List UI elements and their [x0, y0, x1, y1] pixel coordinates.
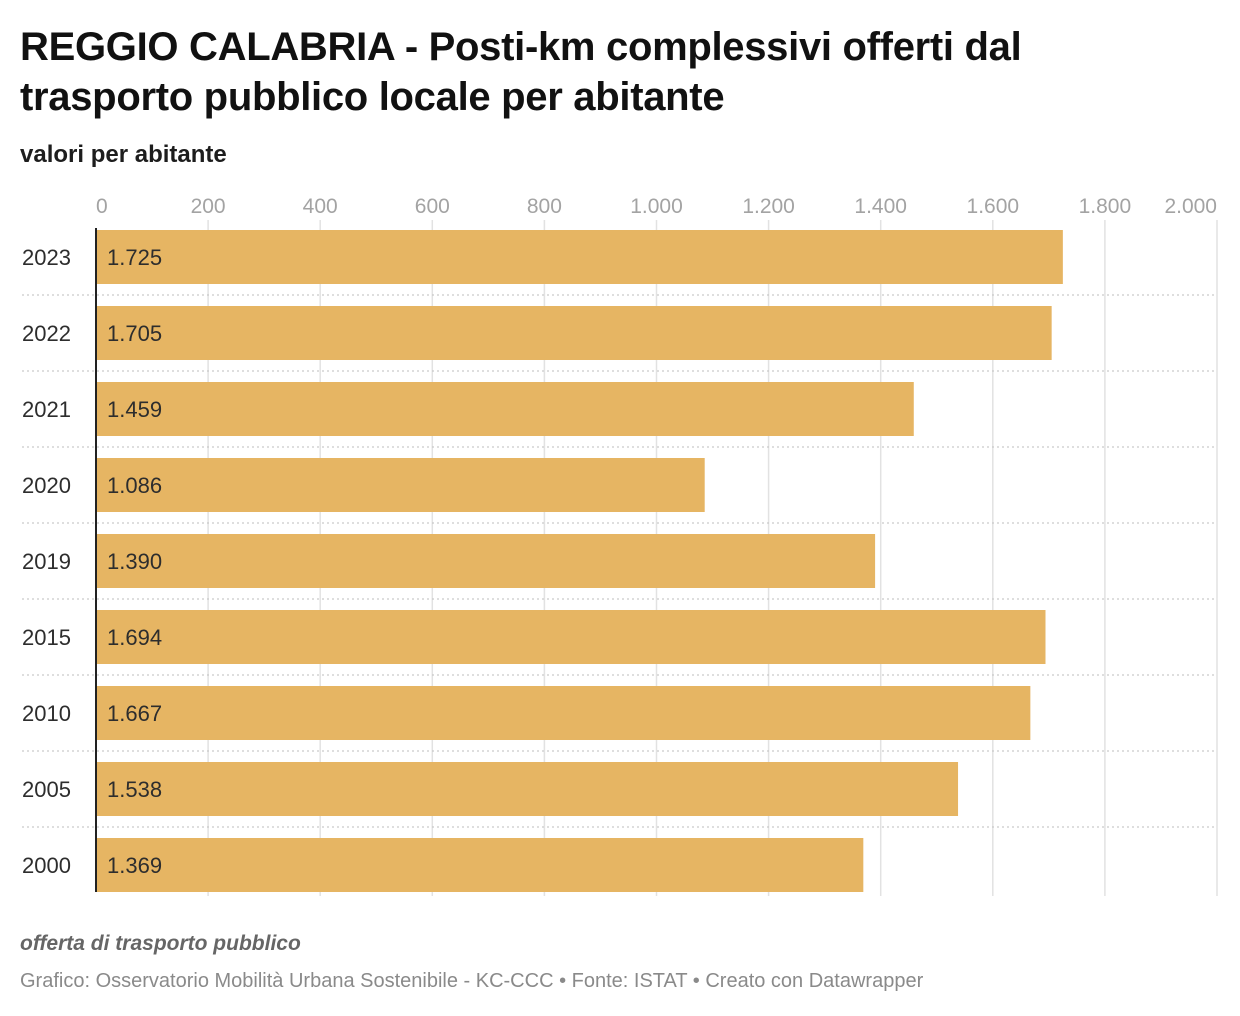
bar — [96, 458, 705, 512]
chart-note: offerta di trasporto pubblico — [20, 932, 301, 955]
category-label: 2019 — [22, 549, 71, 574]
x-tick-label: 1.600 — [967, 195, 1020, 218]
bar-chart: 0 200 400 600 800 1.000 1.200 1.400 1.600 1.800 2.… — [22, 195, 1218, 896]
category-label: 2015 — [22, 625, 71, 650]
category-label: 2010 — [22, 701, 71, 726]
value-label: 1.694 — [107, 625, 162, 650]
value-label: 1.459 — [107, 397, 162, 422]
x-tick-label: 2.000 — [1164, 195, 1217, 218]
value-label: 1.538 — [107, 777, 162, 802]
bar — [96, 838, 864, 892]
x-tick-label: 800 — [527, 195, 562, 218]
x-tick-label: 400 — [303, 195, 338, 218]
x-tick-label: 200 — [191, 195, 226, 218]
bar — [96, 382, 914, 436]
chart-title: REGGIO CALABRIA - Posti-km complessivi o… — [20, 25, 1022, 119]
x-tick-label: 1.400 — [854, 195, 907, 218]
bar — [96, 534, 876, 588]
category-label: 2023 — [22, 245, 71, 270]
bar — [96, 686, 1031, 740]
x-tick-label: 1.200 — [742, 195, 795, 218]
bar — [96, 306, 1052, 360]
value-label: 1.390 — [107, 549, 162, 574]
category-label: 2021 — [22, 397, 71, 422]
value-label: 1.369 — [107, 853, 162, 878]
value-label: 1.086 — [107, 473, 162, 498]
value-label: 1.705 — [107, 321, 162, 346]
category-label: 2020 — [22, 473, 71, 498]
value-label: 1.667 — [107, 701, 162, 726]
x-tick-label: 600 — [415, 195, 450, 218]
value-label: 1.725 — [107, 245, 162, 270]
chart-footer: Grafico: Osservatorio Mobilità Urbana So… — [20, 970, 924, 992]
bar — [96, 230, 1063, 284]
category-label: 2022 — [22, 321, 71, 346]
chart-subtitle: valori per abitante — [20, 141, 227, 168]
x-tick-label: 0 — [96, 195, 108, 218]
x-tick-label: 1.800 — [1079, 195, 1132, 218]
x-tick-label: 1.000 — [630, 195, 683, 218]
category-label: 2005 — [22, 777, 71, 802]
bar — [96, 610, 1046, 664]
category-label: 2000 — [22, 853, 71, 878]
bar — [96, 762, 959, 816]
